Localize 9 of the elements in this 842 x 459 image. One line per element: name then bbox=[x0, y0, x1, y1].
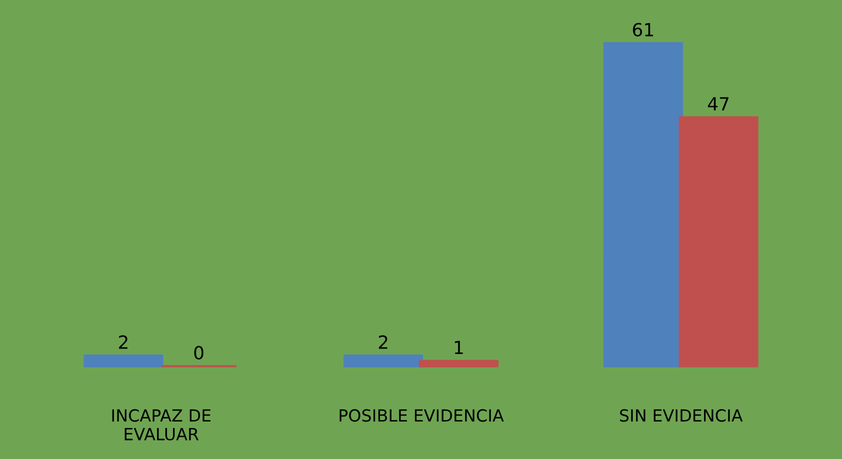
x-tick-label: SIN EVIDENCIA bbox=[620, 409, 743, 422]
data-label: 47 bbox=[708, 97, 729, 110]
data-label: 1 bbox=[454, 340, 463, 354]
data-label: 2 bbox=[119, 335, 128, 349]
data-label: 0 bbox=[194, 346, 204, 360]
x-tick-label: POSIBLE EVIDENCIA bbox=[340, 409, 504, 422]
x-tick-label: INCAPAZ DE EVALUAR bbox=[112, 409, 210, 440]
data-label: 2 bbox=[378, 335, 388, 349]
data-label: 61 bbox=[632, 22, 654, 37]
